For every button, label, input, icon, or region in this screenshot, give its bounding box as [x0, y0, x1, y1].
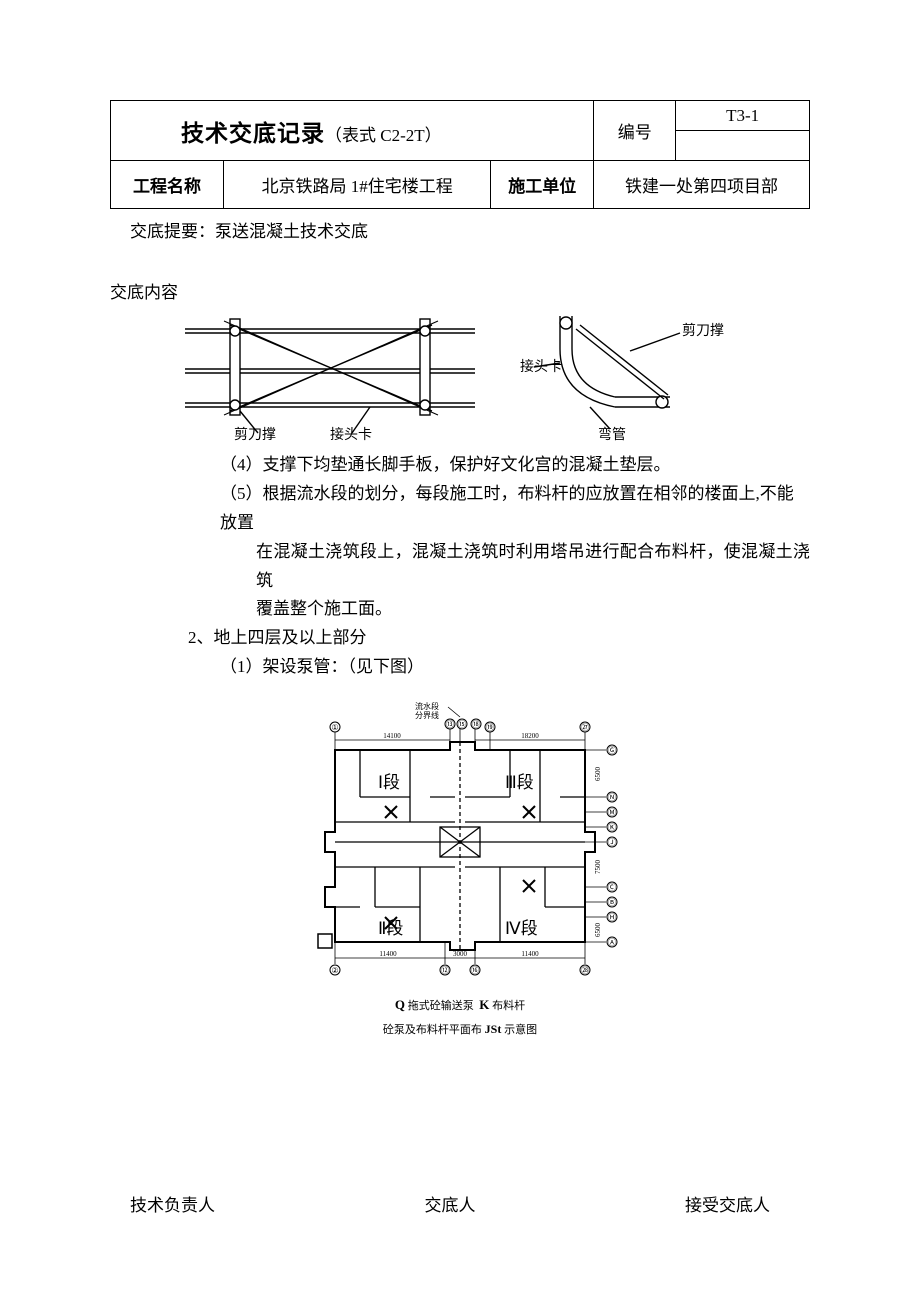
dim-d4: 3000 — [453, 950, 468, 958]
cap2a: 砼泵及布料杆平面布 — [383, 1024, 482, 1036]
p5a: （5）根据流水段的划分，每段施工时，布料杆的应放置在相邻的楼面上,不能放置 — [110, 480, 810, 538]
dim-d2: 18200 — [521, 732, 539, 740]
label-joint-r: 接头卡 — [520, 358, 562, 375]
diagram-row: 剪刀撑 接头卡 — [110, 311, 810, 441]
code-empty — [676, 131, 810, 161]
diagram-bend-right: 剪刀撑 接头卡 弯管 — [520, 311, 740, 441]
cap-k: K — [479, 997, 489, 1012]
axis-b2: ⑯ — [471, 966, 479, 975]
sign-a: 技术负责人 — [130, 1191, 215, 1216]
axis-r3: Ⓚ — [608, 823, 616, 832]
project-value: 北京铁路局 1#住宅楼工程 — [224, 161, 491, 209]
axis-r0: Ⓖ — [608, 746, 616, 755]
axis-b3: ㉘ — [581, 966, 589, 975]
unit-value: 铁建一处第四项目部 — [594, 161, 810, 209]
label-scissor: 剪刀撑 — [234, 427, 276, 441]
content-title: 交底内容 — [110, 278, 810, 303]
header-table: 技术交底记录（表式 C2-2T） 编号 T3-1 工程名称 北京铁路局 1#住宅… — [110, 100, 810, 209]
title-cell: 技术交底记录（表式 C2-2T） — [111, 101, 594, 161]
s2: 2、地上四层及以上部分 — [110, 624, 810, 653]
diagram-scissor-left: 剪刀撑 接头卡 — [180, 311, 480, 441]
dim-d1: 14100 — [383, 732, 401, 740]
project-label: 工程名称 — [111, 161, 224, 209]
axis-r6: Ⓑ — [608, 898, 616, 907]
dim-v2: 7500 — [594, 860, 602, 875]
dim-v1: 6500 — [594, 767, 602, 782]
plan-seg2: Ⅱ段 — [378, 919, 403, 938]
axis-t4: ⑲ — [486, 723, 494, 732]
plan-diagram: ① ⑬ ⑮ ⑱ ⑲ ㉗ ② ⑫ ⑯ ㉘ Ⓖ Ⓝ Ⓜ Ⓚ Ⓙ Ⓒ Ⓑ Ⓗ Ⓐ — [300, 702, 620, 982]
document-page: 技术交底记录（表式 C2-2T） 编号 T3-1 工程名称 北京铁路局 1#住宅… — [0, 0, 920, 1296]
s2-1: （1）架设泵管：（见下图） — [110, 653, 810, 682]
dim-d5: 11400 — [521, 950, 539, 958]
axis-r7: Ⓗ — [608, 913, 616, 922]
axis-r8: Ⓐ — [608, 938, 616, 947]
axis-b0: ② — [331, 966, 338, 975]
title-suffix: （表式 C2-2T） — [325, 126, 442, 145]
title-strong: 技术交底记录 — [181, 120, 325, 146]
summary-line: 交底提要：泵送混凝土技术交底 — [130, 217, 810, 242]
label-joint: 接头卡 — [330, 426, 372, 441]
cap2c: 示意图 — [504, 1024, 537, 1036]
code-value: T3-1 — [676, 101, 810, 131]
label-bend: 弯管 — [598, 426, 626, 441]
cap2b: JSt — [485, 1022, 502, 1036]
p4: （4）支撑下均垫通长脚手板，保护好文化宫的混凝土垫层。 — [110, 451, 810, 480]
code-label: 编号 — [594, 101, 676, 161]
dim-d3: 11400 — [379, 950, 397, 958]
plan-diagram-wrap: ① ⑬ ⑮ ⑱ ⑲ ㉗ ② ⑫ ⑯ ㉘ Ⓖ Ⓝ Ⓜ Ⓚ Ⓙ Ⓒ Ⓑ Ⓗ Ⓐ — [110, 702, 810, 1041]
plan-top-label2: 分界线 — [415, 710, 439, 720]
axis-t5: ㉗ — [581, 723, 589, 732]
label-scissor-r: 剪刀撑 — [682, 323, 724, 339]
axis-t1: ⑬ — [446, 720, 454, 729]
axis-t3: ⑱ — [472, 720, 480, 729]
footer-signatures: 技术负责人 交底人 接受交底人 — [110, 1191, 810, 1216]
axis-r4: Ⓙ — [608, 838, 616, 847]
plan-top-label1: 流水段 — [415, 702, 439, 711]
plan-caption: Q 拖式砼输送泵 K 布料杆 砼泵及布料杆平面布 JSt 示意图 — [110, 993, 810, 1041]
sign-b: 交底人 — [425, 1191, 476, 1216]
plan-seg4: Ⅳ段 — [505, 919, 538, 938]
body-text: （4）支撑下均垫通长脚手板，保护好文化宫的混凝土垫层。 （5）根据流水段的划分，… — [110, 451, 810, 682]
cap-qtxt: 拖式砼输送泵 — [408, 1000, 474, 1012]
axis-r2: Ⓜ — [608, 808, 616, 817]
plan-seg3: Ⅲ段 — [505, 773, 534, 792]
axis-b1: ⑫ — [441, 966, 449, 975]
axis-t0: ① — [331, 723, 338, 732]
plan-seg1: Ⅰ段 — [378, 773, 400, 792]
p5c: 覆盖整个施工面。 — [110, 595, 810, 624]
cap-ktxt: 布料杆 — [492, 1000, 525, 1012]
dim-v3: 6500 — [594, 923, 602, 938]
sign-c: 接受交底人 — [685, 1191, 770, 1216]
cap-q: Q — [395, 997, 405, 1012]
unit-label: 施工单位 — [491, 161, 594, 209]
axis-r5: Ⓒ — [608, 883, 616, 892]
axis-r1: Ⓝ — [608, 793, 616, 802]
p5b: 在混凝土浇筑段上，混凝土浇筑时利用塔吊进行配合布料杆，使混凝土浇筑 — [110, 538, 810, 596]
axis-t2: ⑮ — [458, 720, 466, 729]
